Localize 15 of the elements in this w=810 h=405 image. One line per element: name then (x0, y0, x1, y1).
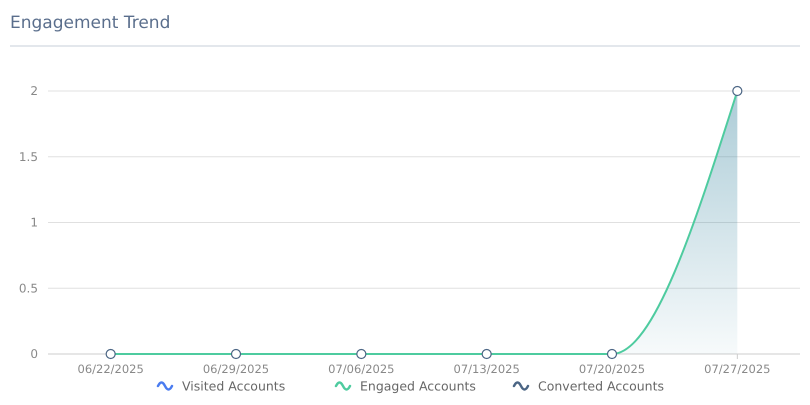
legend-label: Engaged Accounts (360, 378, 476, 394)
y-tick-label: 0 (30, 347, 38, 362)
y-tick-label: 1 (30, 216, 38, 230)
x-tick-label: 06/22/2025 (78, 362, 144, 376)
x-tick-label: 07/06/2025 (328, 362, 394, 376)
x-tick-label: 07/20/2025 (578, 362, 646, 376)
x-tick-label: 07/13/2025 (454, 362, 520, 376)
x-tick-label: 07/27/2025 (704, 362, 770, 376)
chart-title: Engagement Trend (10, 13, 170, 33)
legend-label: Converted Accounts (538, 378, 664, 394)
x-tick-label: 06/29/2025 (202, 362, 270, 376)
legend-label: Visited Accounts (182, 378, 286, 394)
y-tick-label: 2 (30, 84, 38, 98)
y-tick-label: 0.5 (18, 281, 38, 296)
y-tick-label: 1.5 (18, 150, 38, 164)
